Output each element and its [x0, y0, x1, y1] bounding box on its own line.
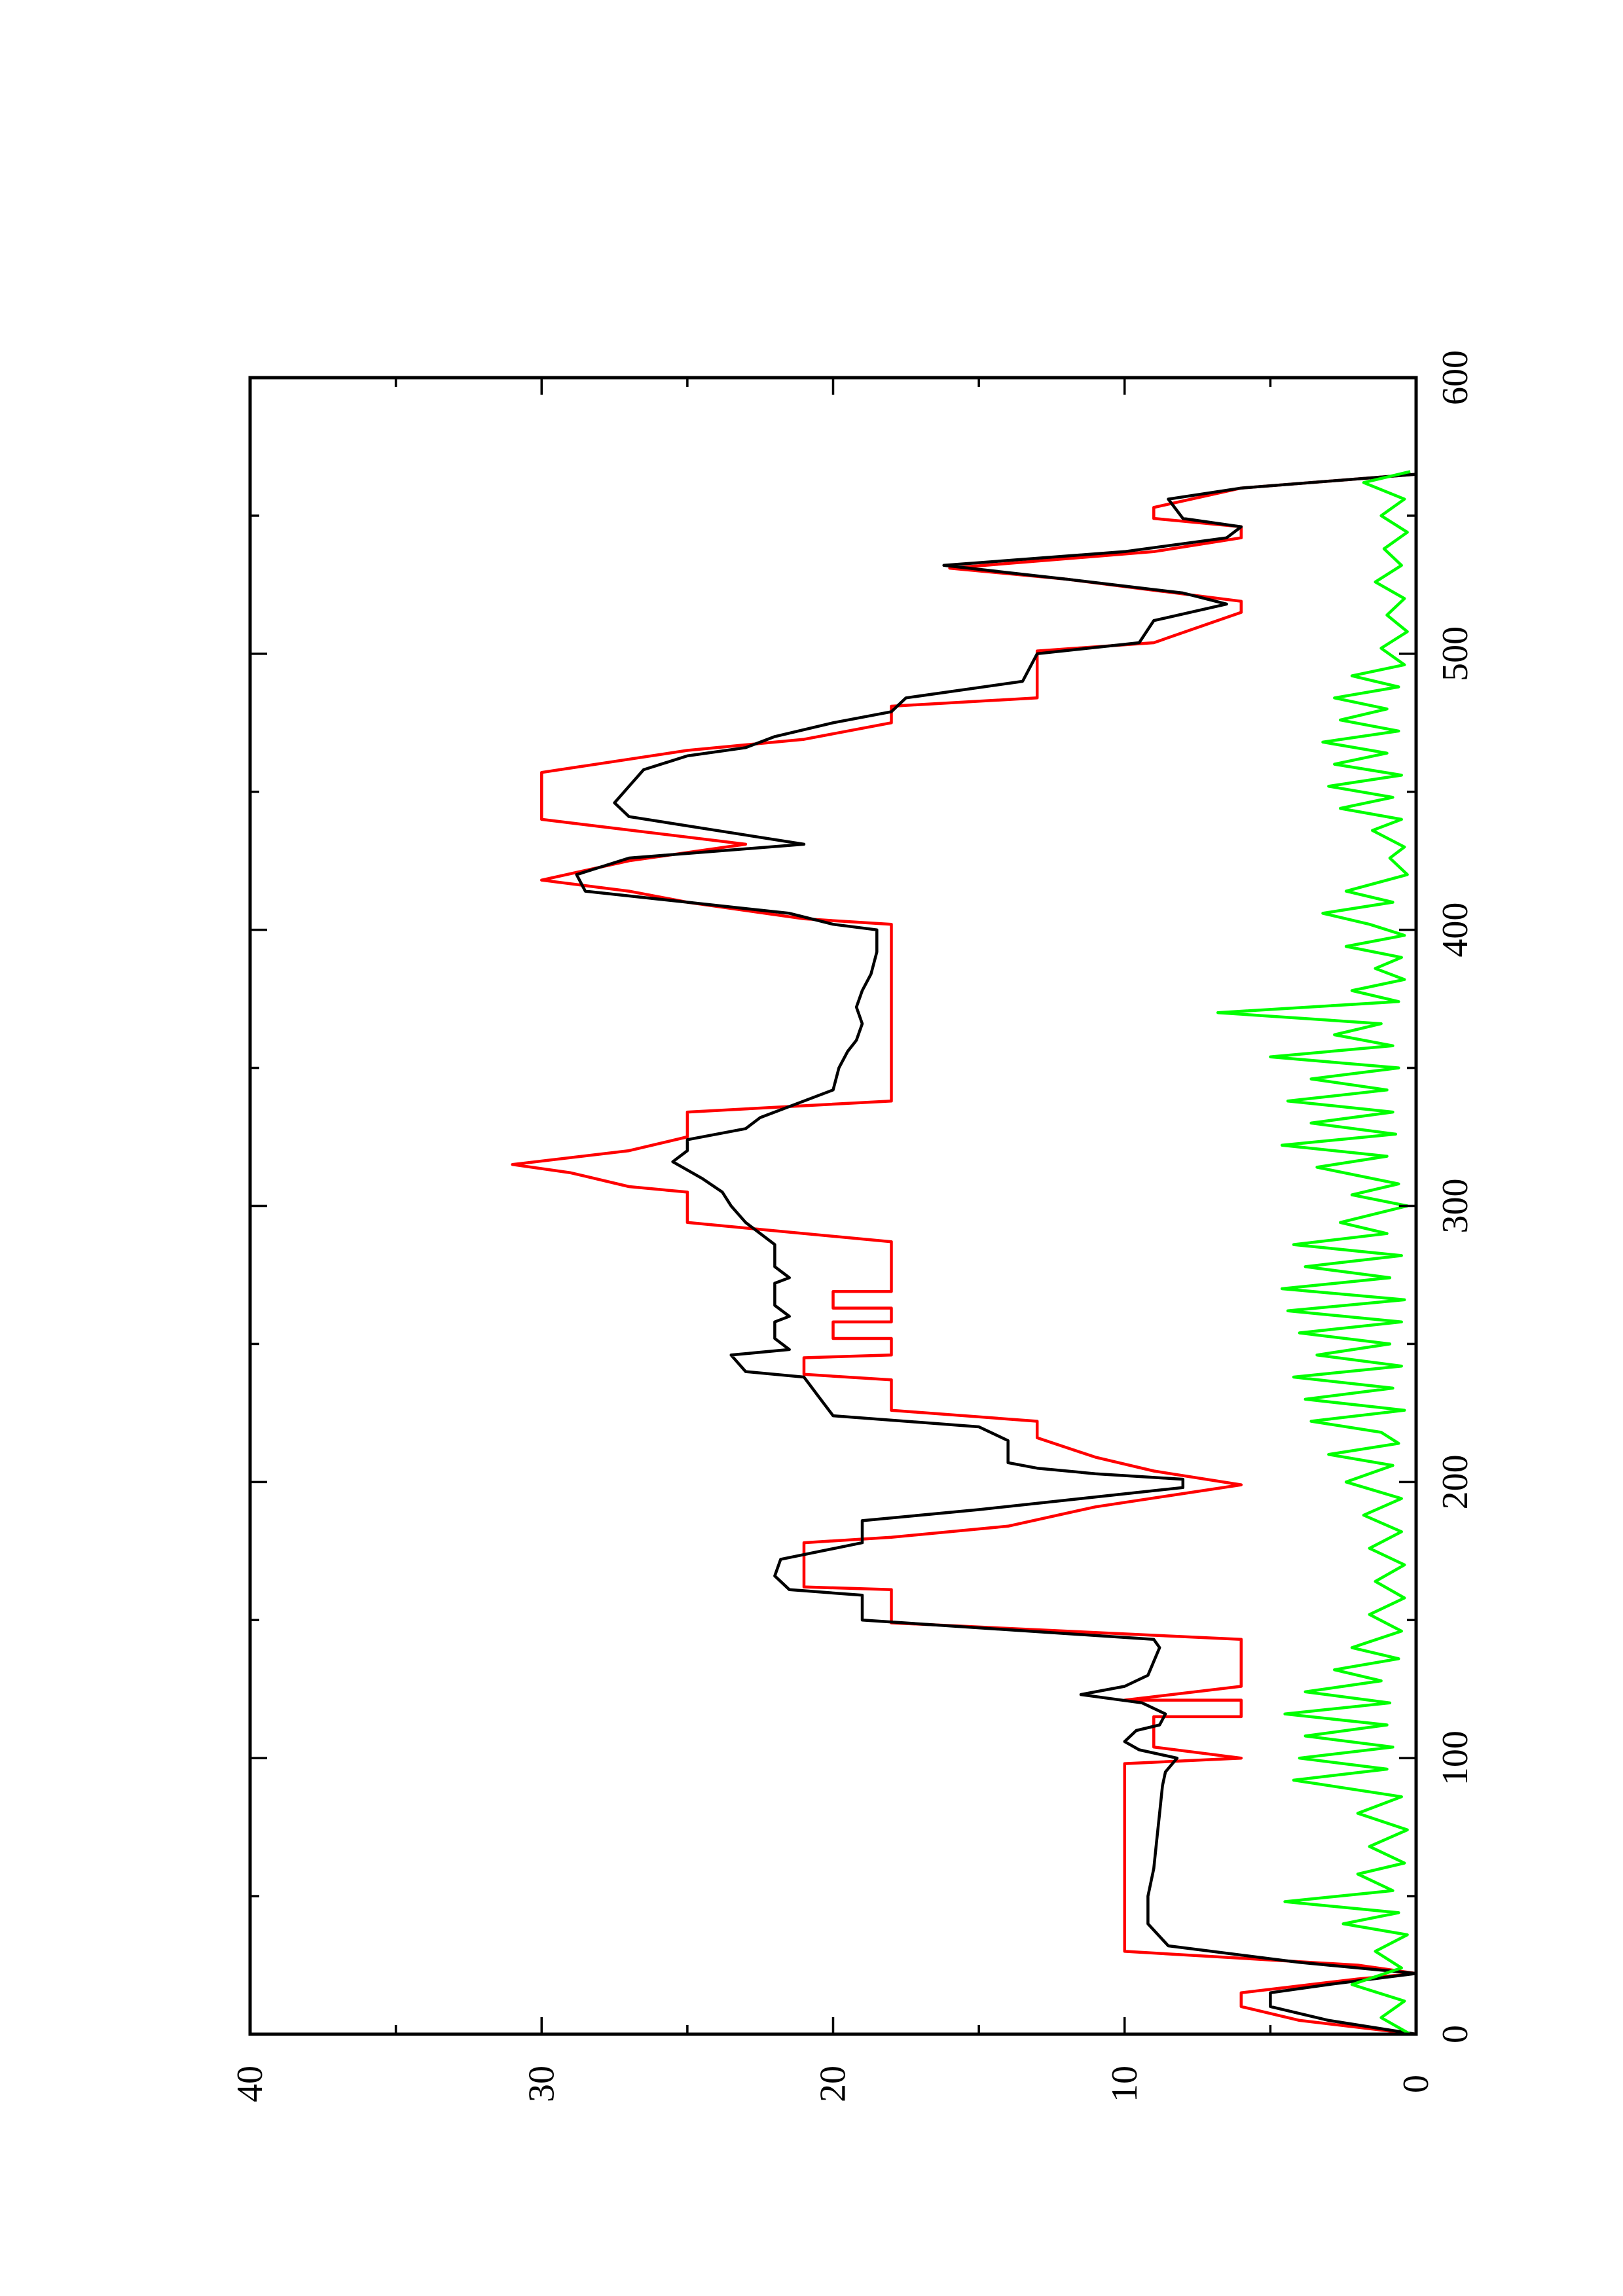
series-line-1 — [511, 473, 1416, 2034]
tick-labels: 0 100 200 300 400 500 600 0 10 20 30 40 — [230, 350, 1476, 2102]
series-line-3 — [1216, 470, 1412, 2034]
x-tick-label: 400 — [1435, 903, 1476, 958]
y-tick-label: 30 — [521, 2066, 562, 2102]
x-tick-label: 600 — [1435, 350, 1476, 405]
y-tick-label: 20 — [813, 2066, 854, 2102]
y-tick-label: 0 — [1396, 2075, 1436, 2093]
plot-frame — [248, 376, 1418, 2036]
x-tick-label: 200 — [1435, 1454, 1476, 1509]
y-tick-label: 40 — [230, 2066, 270, 2102]
series-line-2 — [575, 473, 1416, 2034]
y-tick-label: 10 — [1104, 2066, 1145, 2102]
axis-ticks — [249, 376, 1417, 2036]
x-tick-label: 500 — [1435, 626, 1476, 681]
x-tick-label: 300 — [1435, 1179, 1476, 1234]
x-tick-label: 0 — [1435, 2025, 1476, 2043]
series-group — [511, 470, 1416, 2034]
x-tick-label: 100 — [1435, 1731, 1476, 1785]
